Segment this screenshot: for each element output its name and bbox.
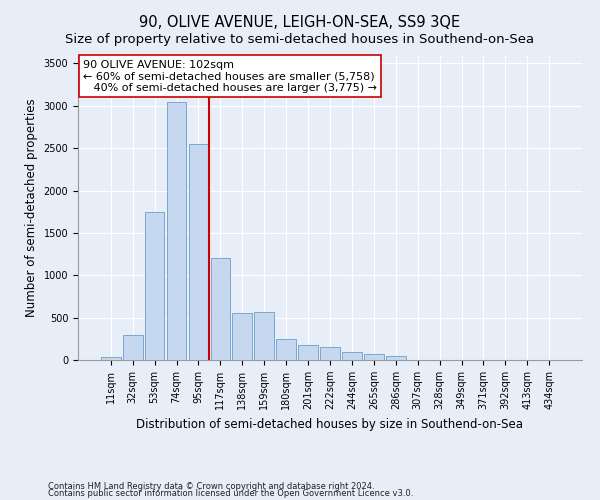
Bar [211, 258, 230, 360]
Bar [123, 334, 143, 360]
Bar [188, 144, 208, 360]
Text: Contains HM Land Registry data © Crown copyright and database right 2024.: Contains HM Land Registry data © Crown c… [48, 482, 374, 491]
Bar [364, 354, 384, 360]
Bar [298, 345, 318, 360]
Bar [320, 348, 340, 360]
Bar [101, 358, 121, 360]
Text: 90 OLIVE AVENUE: 102sqm
← 60% of semi-detached houses are smaller (5,758)
   40%: 90 OLIVE AVENUE: 102sqm ← 60% of semi-de… [83, 60, 377, 93]
Text: Size of property relative to semi-detached houses in Southend-on-Sea: Size of property relative to semi-detach… [65, 32, 535, 46]
Bar [167, 102, 187, 360]
Bar [232, 312, 252, 360]
Bar [276, 339, 296, 360]
Y-axis label: Number of semi-detached properties: Number of semi-detached properties [25, 98, 38, 317]
Bar [145, 212, 164, 360]
Text: Contains public sector information licensed under the Open Government Licence v3: Contains public sector information licen… [48, 490, 413, 498]
Bar [254, 312, 274, 360]
Bar [386, 356, 406, 360]
X-axis label: Distribution of semi-detached houses by size in Southend-on-Sea: Distribution of semi-detached houses by … [137, 418, 523, 430]
Text: 90, OLIVE AVENUE, LEIGH-ON-SEA, SS9 3QE: 90, OLIVE AVENUE, LEIGH-ON-SEA, SS9 3QE [139, 15, 461, 30]
Bar [342, 352, 362, 360]
